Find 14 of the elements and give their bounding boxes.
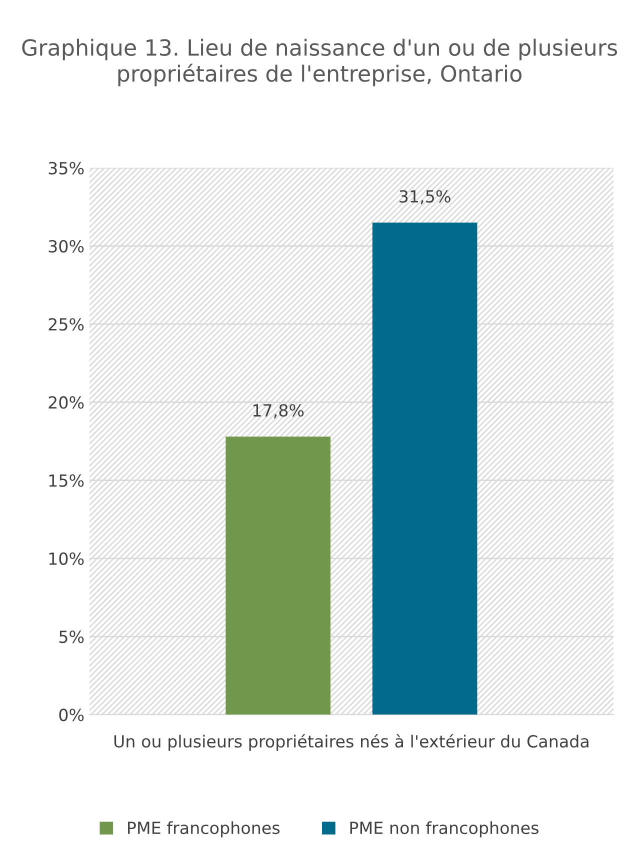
y-tick-label: 0% [59,708,84,722]
y-tick-label: 5% [59,630,84,644]
y-tick-label: 20% [48,396,84,409]
y-tick-label: 15% [49,474,84,487]
y-tick-label: 30% [48,240,84,253]
legend-label: PME francophones [128,821,280,838]
legend-label: PME non francophones [350,821,538,838]
y-tick-label: 35% [48,162,84,174]
data-label: 17,8% [253,404,304,418]
y-tick-label: 25% [48,318,84,331]
x-tick-label: Un ou plusieurs propriétaires nés à l'extérieur du Canada [114,734,588,751]
chart-title: Graphique 13. Lieu de naissance d'un ou de plusieurs propriétaires de l'entreprise, Ontario [22,38,618,86]
y-tick-label: 10% [49,552,84,565]
data-label: 31,5% [400,190,450,204]
